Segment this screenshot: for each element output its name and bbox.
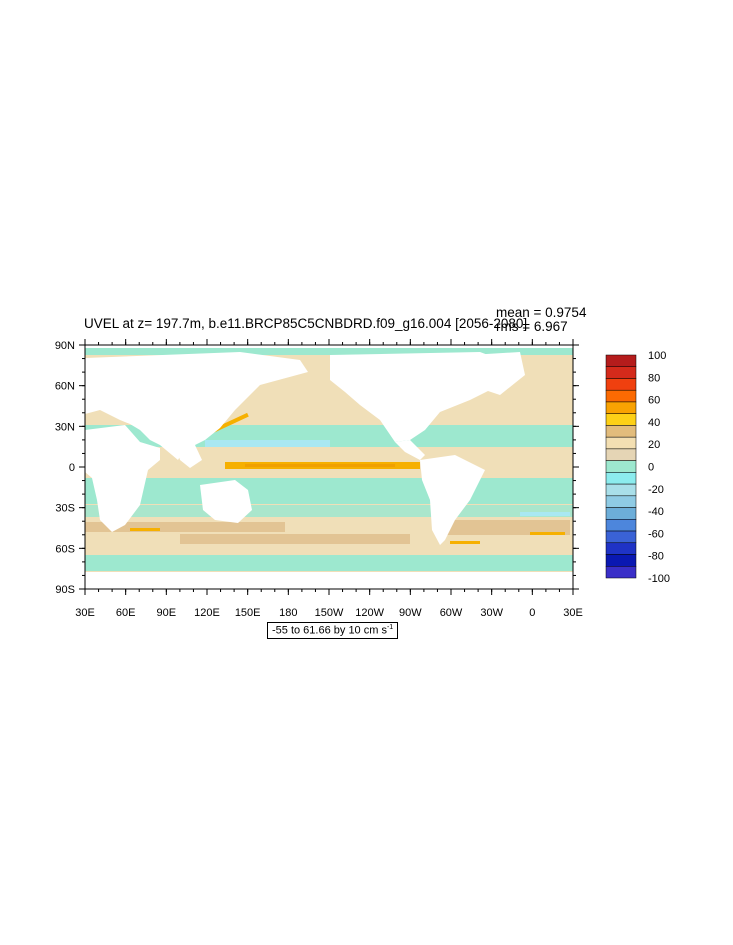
lon-tick-label: 30W xyxy=(480,607,503,619)
lat-tick-label: 60N xyxy=(55,381,75,393)
colorbar-segment xyxy=(605,436,637,450)
colorbar-label: 0 xyxy=(648,462,654,474)
rms-stat: rms = 6.967 xyxy=(496,319,568,334)
colorbar-segment xyxy=(605,542,637,555)
lon-tick-label: 150W xyxy=(315,607,344,619)
lat-tick-label: 60S xyxy=(55,543,75,555)
colorbar: 100 80 60 40 20 0 -20 -40 -60 -80 -100 xyxy=(605,350,670,585)
lon-tick-label: 180 xyxy=(279,607,297,619)
colorbar-label: -60 xyxy=(648,528,664,540)
colorbar-segment xyxy=(605,566,637,579)
land-central-america xyxy=(395,440,425,460)
equatorial-undercurrent-core xyxy=(245,464,395,467)
land-indochina xyxy=(175,445,202,468)
land-south-america xyxy=(420,455,485,545)
acc-jet-1 xyxy=(130,528,160,531)
latitude-axis: 90N 60N 30N 0 30S 60S 90S xyxy=(55,340,579,596)
colorbar-label: 60 xyxy=(648,395,660,407)
lon-tick-label: 30E xyxy=(75,607,95,619)
colorbar-segment xyxy=(605,425,637,438)
colorbar-segment xyxy=(605,354,637,367)
lat-tick-label: 90N xyxy=(55,340,75,352)
negative-band-south-mid xyxy=(85,505,573,517)
strong-westward-band-2 xyxy=(520,512,570,516)
colorbar-segment xyxy=(605,507,637,520)
colorbar-label: 40 xyxy=(648,417,660,429)
colorbar-label: -20 xyxy=(648,484,664,496)
lat-tick-label: 30N xyxy=(55,421,75,433)
colorbar-segment xyxy=(605,554,637,567)
lon-tick-label: 120W xyxy=(355,607,384,619)
longitude-axis: 30E 60E 90E 120E 150E 180 150W 120W 90W 60W 30W 0 30… xyxy=(75,339,583,619)
colorbar-label: -40 xyxy=(648,506,664,518)
acc-band-3 xyxy=(440,520,570,535)
lon-tick-label: 150E xyxy=(235,607,261,619)
land-greenland xyxy=(470,352,525,395)
lat-tick-label: 0 xyxy=(69,462,75,474)
colorbar-label: -100 xyxy=(648,573,670,585)
land-australia xyxy=(200,480,252,523)
colorbar-label: 80 xyxy=(648,372,660,384)
colorbar-segment xyxy=(605,378,637,391)
lon-tick-label: 60W xyxy=(440,607,463,619)
land-mask xyxy=(85,345,573,589)
land-africa xyxy=(85,425,160,532)
lon-tick-label: 120E xyxy=(194,607,220,619)
lat-tick-label: 30S xyxy=(55,503,75,515)
colorbar-label: 20 xyxy=(648,439,660,451)
colorbar-label: -80 xyxy=(648,551,664,563)
colorbar-segment xyxy=(605,495,637,508)
acc-jet-2 xyxy=(450,541,480,544)
colorbar-segment xyxy=(605,530,637,544)
colorbar-segment xyxy=(605,389,637,403)
mean-stat: mean = 0.9754 xyxy=(496,305,587,320)
plot-title: UVEL at z= 197.7m, b.e11.BRCP85C5CNBDRD.… xyxy=(84,316,528,331)
land-antarctica xyxy=(85,572,573,589)
lat-tick-label: 90S xyxy=(55,584,75,596)
colorbar-segment xyxy=(605,519,637,532)
lon-tick-label: 90W xyxy=(399,607,422,619)
negative-band-high-south xyxy=(85,555,573,571)
land-eurasia xyxy=(85,352,308,460)
acc-band-1 xyxy=(85,522,285,532)
colorbar-segment xyxy=(605,472,637,485)
strong-westward-band xyxy=(205,440,330,447)
colorbar-segment xyxy=(605,366,637,379)
colorbar-segment xyxy=(605,460,637,473)
colorbar-segment xyxy=(605,401,637,414)
negative-band-arctic xyxy=(85,345,573,355)
acc-jet-3 xyxy=(530,532,565,535)
land-north-america xyxy=(330,352,515,442)
colorbar-segment xyxy=(605,483,637,497)
lon-tick-label: 90E xyxy=(157,607,177,619)
acc-band-2 xyxy=(180,534,410,544)
colorbar-segment xyxy=(605,448,637,461)
land-arctic-cap xyxy=(85,345,573,348)
lon-tick-label: 60E xyxy=(116,607,136,619)
negative-band-south xyxy=(85,478,573,504)
lon-tick-label: 30E xyxy=(563,607,583,619)
contour-range-label: -55 to 61.66 by 10 cm s-1 xyxy=(267,622,399,639)
colorbar-segment xyxy=(605,413,637,426)
colorbar-label: 100 xyxy=(648,350,666,362)
lon-tick-label: 0 xyxy=(529,607,535,619)
